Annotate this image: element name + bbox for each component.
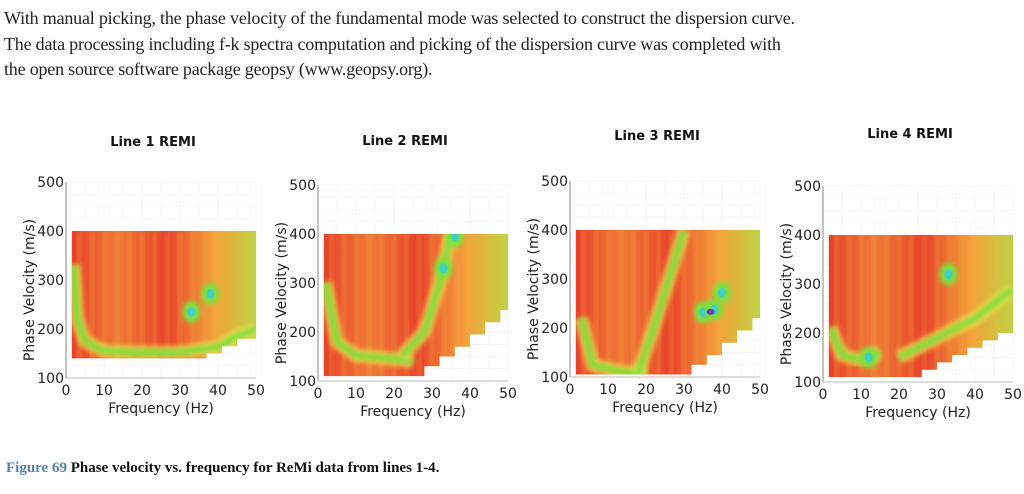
y-tick-label: 500 <box>289 178 316 194</box>
heatmap-svg: 0 10 20 30 40 50 100 200 300 400 500 Frequency (Hz)… <box>274 134 517 420</box>
x-tick-label: 0 <box>566 382 575 398</box>
y-tick-label: 400 <box>289 227 316 243</box>
x-tick-label: 40 <box>966 387 984 403</box>
x-axis-label: Frequency (Hz) <box>865 405 971 421</box>
x-tick-label: 50 <box>247 383 265 399</box>
x-tick-label: 40 <box>209 383 227 399</box>
x-axis-label: Frequency (Hz) <box>360 404 466 420</box>
body-paragraph: With manual picking, the phase velocity … <box>4 6 1024 83</box>
x-tick-label: 0 <box>819 387 828 403</box>
y-tick-label: 500 <box>541 174 568 190</box>
chart-line-4: 0 10 20 30 40 50 100 200 300 400 500 Frequency (Hz)… <box>763 127 1023 446</box>
x-tick-label: 20 <box>890 387 908 403</box>
heatmap-svg: 0 10 20 30 40 50 100 200 300 400 500 Frequency (Hz)… <box>526 129 769 416</box>
y-tick-label: 200 <box>289 325 316 341</box>
x-tick-label: 0 <box>314 386 323 402</box>
spectral-peak-core <box>187 306 196 317</box>
heatmap-svg: 0 10 20 30 40 50 100 200 300 400 500 Frequency (Hz)… <box>22 135 265 417</box>
y-tick-label: 200 <box>541 321 568 337</box>
heatmap-svg: 0 10 20 30 40 50 100 200 300 400 500 Frequency (Hz)… <box>779 127 1022 421</box>
x-tick-label: 50 <box>499 386 517 402</box>
dispersion-ridge <box>635 230 687 374</box>
x-tick-label: 40 <box>461 386 479 402</box>
y-axis-label: Phase Velocity (m/s) <box>22 219 38 361</box>
chart-title: Line 3 REMI <box>614 129 700 144</box>
y-tick-label: 100 <box>794 375 821 391</box>
y-tick-label: 300 <box>541 272 568 288</box>
x-tick-label: 30 <box>171 383 189 399</box>
y-tick-label: 100 <box>289 374 316 390</box>
x-axis-label: Frequency (Hz) <box>612 400 718 416</box>
spectral-peak-core <box>864 352 873 363</box>
y-tick-label: 200 <box>37 322 64 338</box>
figure-caption-text: Phase velocity vs. frequency for ReMi da… <box>70 460 440 476</box>
dispersion-ridge <box>323 282 414 365</box>
y-tick-label: 300 <box>289 276 316 292</box>
spectral-peak-core <box>718 287 726 298</box>
x-tick-label: 0 <box>62 383 71 399</box>
y-tick-label: 300 <box>37 273 64 289</box>
spectral-peak-core <box>944 269 953 280</box>
figure-caption: Figure 69 Phase velocity vs. frequency f… <box>6 460 439 477</box>
x-tick-label: 20 <box>133 383 151 399</box>
chart-line-3: 0 10 20 30 40 50 100 200 300 400 500 Frequency (Hz)… <box>510 129 770 441</box>
y-axis-label: Phase Velocity (m/s) <box>526 218 542 360</box>
dispersion-ridge <box>897 286 1013 361</box>
y-tick-label: 300 <box>794 277 821 293</box>
dispersion-ridge <box>578 317 647 375</box>
dispersion-ridge <box>71 265 256 356</box>
heatmap <box>828 235 1013 378</box>
x-tick-label: 20 <box>385 386 403 402</box>
x-tick-label: 40 <box>713 382 731 398</box>
y-axis-label: Phase Velocity (m/s) <box>274 222 290 364</box>
paragraph-line: The data processing including f-k spectr… <box>4 33 781 54</box>
chart-title: Line 4 REMI <box>867 127 953 142</box>
heatmap <box>71 231 256 359</box>
y-tick-label: 400 <box>37 224 64 240</box>
y-tick-label: 400 <box>794 228 821 244</box>
x-tick-label: 30 <box>928 387 946 403</box>
chart-line-2: 0 10 20 30 40 50 100 200 300 400 500 Frequency (Hz)… <box>258 134 518 445</box>
x-tick-label: 30 <box>675 382 693 398</box>
x-tick-label: 50 <box>751 382 769 398</box>
y-tick-label: 400 <box>541 223 568 239</box>
spectral-peak-core <box>450 234 459 242</box>
y-tick-label: 200 <box>794 326 821 342</box>
x-tick-label: 30 <box>423 386 441 402</box>
spectral-peak-core <box>439 263 448 274</box>
y-tick-label: 100 <box>37 371 64 387</box>
x-tick-label: 10 <box>599 382 617 398</box>
y-tick-label: 500 <box>794 179 821 195</box>
x-tick-label: 20 <box>637 382 655 398</box>
x-axis-label: Frequency (Hz) <box>108 401 214 417</box>
spectral-peak-core <box>699 307 707 318</box>
y-tick-label: 500 <box>37 175 64 191</box>
chart-title: Line 1 REMI <box>110 135 196 150</box>
chart-line-1: 0 10 20 30 40 50 100 200 300 400 500 Frequency (Hz)… <box>6 135 266 442</box>
paragraph-line: the open source software package geopsy … <box>4 59 433 79</box>
x-tick-label: 10 <box>347 386 365 402</box>
spectral-max <box>706 308 715 315</box>
figure-label: Figure 69 <box>6 460 67 476</box>
x-tick-label: 50 <box>1004 387 1022 403</box>
spectral-peak-core <box>206 288 215 299</box>
paragraph-line: With manual picking, the phase velocity … <box>4 8 795 28</box>
x-tick-label: 10 <box>852 387 870 403</box>
x-tick-label: 10 <box>95 383 113 399</box>
y-axis-label: Phase Velocity (m/s) <box>779 223 795 365</box>
y-tick-label: 100 <box>541 370 568 386</box>
chart-title: Line 2 REMI <box>362 134 448 149</box>
